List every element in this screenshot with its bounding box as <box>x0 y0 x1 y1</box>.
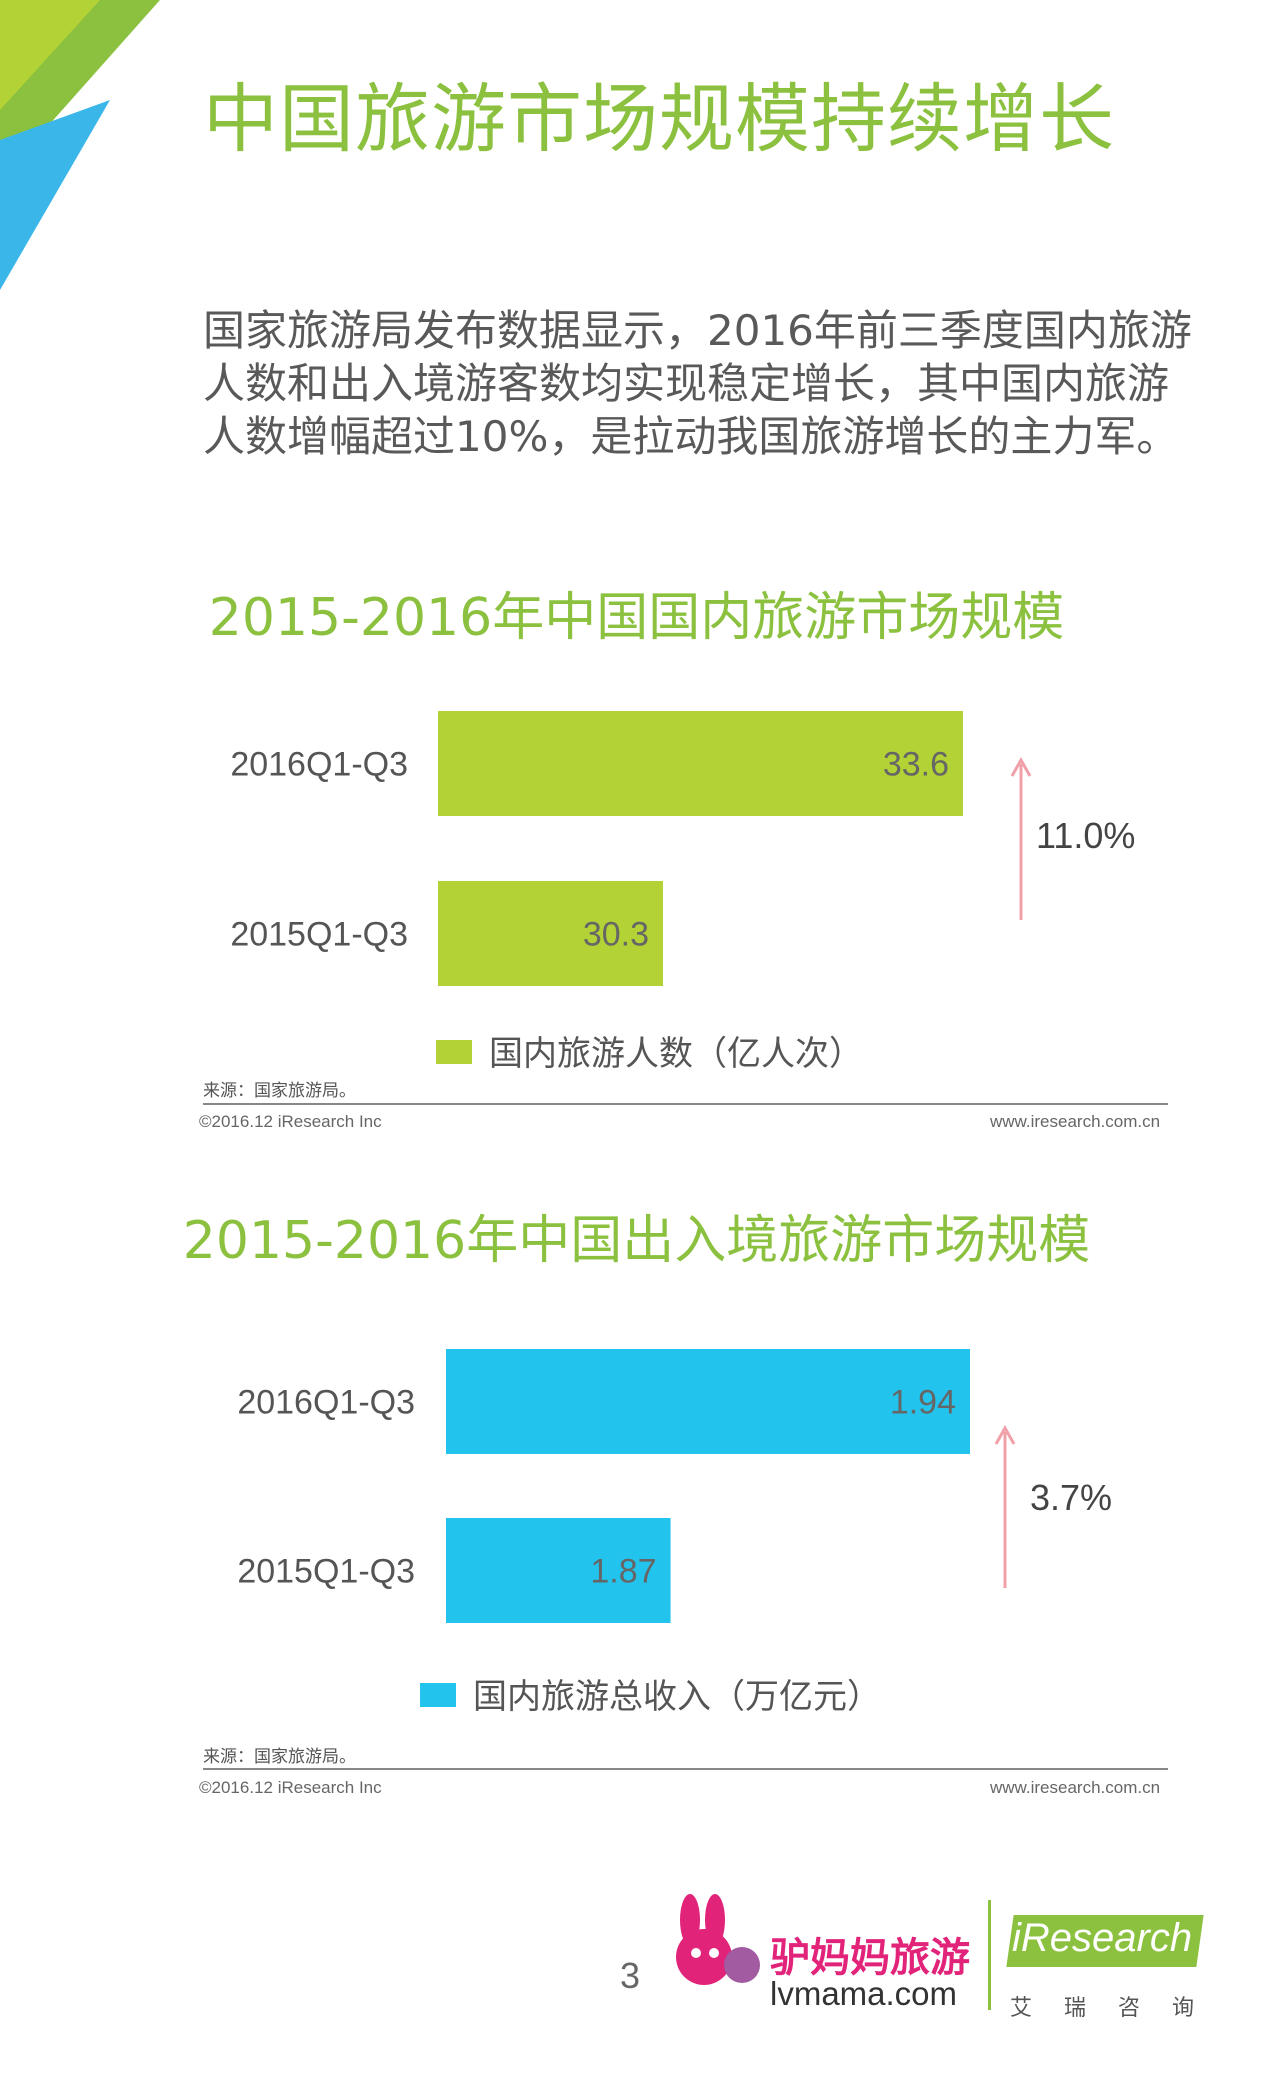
corner-decoration <box>0 0 160 290</box>
chart-1-category-label: 2015Q1-Q3 <box>230 916 408 954</box>
chart-1-legend-swatch <box>436 1040 472 1064</box>
iresearch-logo-text: iResearch <box>1012 1916 1193 1960</box>
chart-1-source: 来源：国家旅游局。 <box>203 1081 356 1101</box>
chart-1-website: www.iresearch.com.cn <box>990 1112 1161 1131</box>
chart-1-legend-label: 国内旅游人数（亿人次） <box>489 1034 863 1074</box>
chart-2-value-label: 1.94 <box>890 1384 956 1422</box>
chart-2-category-label: 2015Q1-Q3 <box>237 1553 415 1591</box>
lvmama-logo-url: lvmama.com <box>770 1975 958 2012</box>
intro-paragraph: 国家旅游局发布数据显示，2016年前三季度国内旅游人数和出入境游客数均实现稳定增… <box>203 306 1192 461</box>
chart-2-growth-label: 3.7% <box>1030 1477 1112 1518</box>
page-title: 中国旅游市场规模持续增长 <box>203 75 1116 163</box>
chart-1-growth-arrowhead <box>1010 756 1032 777</box>
chart-1-category-label: 2016Q1-Q3 <box>230 746 408 784</box>
chart-2-category-label: 2016Q1-Q3 <box>237 1384 415 1422</box>
chart-1-title: 2015-2016年中国国内旅游市场规模 <box>208 588 1065 648</box>
chart-2-bar-2015Q1-Q3 <box>446 1518 671 1623</box>
chart-1-value-label: 30.3 <box>583 916 649 954</box>
chart-2-copyright: ©2016.12 iResearch Inc <box>199 1778 382 1797</box>
chart-2-value-label: 1.87 <box>590 1553 656 1591</box>
chart-2-footer-divider <box>203 1768 1168 1770</box>
chart-2-source: 来源：国家旅游局。 <box>203 1747 356 1767</box>
lvmama-donkey-icon <box>676 1894 760 1985</box>
chart-1-bar-2015Q1-Q3 <box>438 881 663 986</box>
chart-2-legend-swatch <box>420 1683 456 1707</box>
chart-1-value-label: 33.6 <box>883 746 949 784</box>
chart-1-copyright: ©2016.12 iResearch Inc <box>199 1112 382 1131</box>
lvmama-logo-text: 驴妈妈旅游 <box>770 1935 970 1981</box>
chart-1-footer-divider <box>203 1103 1168 1105</box>
chart-2-title: 2015-2016年中国出入境旅游市场规模 <box>182 1211 1091 1271</box>
iresearch-logo-cn: 艾瑞咨询 <box>1010 1996 1227 2021</box>
chart-2-legend-label: 国内旅游总收入（万亿元） <box>473 1677 881 1717</box>
chart-2-website: www.iresearch.com.cn <box>990 1778 1161 1797</box>
chart-2-growth-arrowhead <box>994 1424 1016 1445</box>
logo-divider <box>988 1900 991 2010</box>
chart-1-bar-2016Q1-Q3 <box>438 711 963 816</box>
page-number: 3 <box>620 1955 641 1996</box>
chart-1-growth-label: 11.0% <box>1036 815 1135 856</box>
chart-2-bar-2016Q1-Q3 <box>446 1349 970 1454</box>
